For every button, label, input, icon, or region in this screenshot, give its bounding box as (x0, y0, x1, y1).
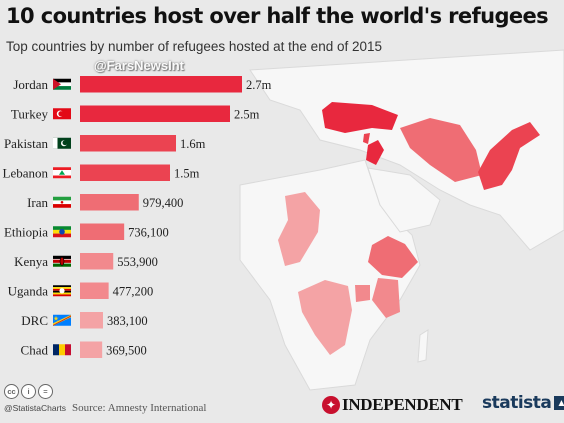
source-note: Source: Amnesty International (72, 402, 207, 414)
cc-icon[interactable]: cc (4, 384, 19, 399)
license-block: cc i = @StatistaCharts (4, 384, 74, 413)
drc-flag-icon (53, 314, 71, 326)
statista-mark-icon: ▲ (554, 396, 564, 410)
bar (80, 76, 242, 93)
eurasia-land (249, 49, 564, 251)
equals-icon[interactable]: = (38, 384, 53, 399)
ethiopia-flag-icon (53, 226, 71, 238)
pakistan-region (478, 122, 540, 190)
category-label: DRC (21, 313, 48, 328)
category-label: Pakistan (4, 136, 49, 151)
madagascar-land (417, 329, 429, 363)
bar (80, 312, 103, 329)
category-label: Uganda (8, 283, 49, 298)
value-label: 2.5m (234, 107, 260, 121)
iran-flag-icon (53, 196, 71, 208)
value-label: 477,200 (113, 284, 154, 298)
bar (80, 105, 230, 122)
bar (80, 194, 139, 211)
turkey-flag-icon (53, 108, 71, 120)
turkey-region (322, 102, 398, 133)
statista-handle[interactable]: @StatistaCharts (4, 403, 67, 413)
category-label: Ethiopia (4, 224, 48, 239)
bar (80, 341, 103, 358)
eagle-icon: ✦ (322, 396, 340, 414)
kenya-flag-icon (53, 255, 71, 267)
bar (80, 223, 125, 240)
category-label: Turkey (11, 106, 49, 121)
ethiopia-region (368, 236, 418, 278)
pakistan-flag-icon (53, 137, 71, 149)
bar (80, 282, 109, 299)
drc-region (298, 280, 352, 355)
category-label: Kenya (14, 254, 48, 269)
category-label: Jordan (13, 77, 48, 92)
value-label: 1.5m (174, 166, 200, 180)
statista-wordmark: statista (482, 393, 552, 413)
lebanon-region (363, 133, 370, 144)
arabia-land (367, 167, 441, 233)
lebanon-flag-icon (53, 167, 71, 179)
by-icon[interactable]: i (21, 384, 36, 399)
category-label: Chad (21, 342, 49, 357)
category-label: Lebanon (3, 165, 49, 180)
value-label: 2.7m (246, 78, 272, 92)
jordan-region (366, 140, 384, 165)
bar (80, 164, 170, 181)
category-label: Iran (27, 195, 48, 210)
bar (80, 135, 176, 152)
value-label: 1.6m (180, 137, 206, 151)
value-label: 979,400 (143, 196, 184, 210)
independent-wordmark: INDEPENDENT (342, 395, 463, 414)
iran-region (400, 118, 482, 182)
chart-title: 10 countries host over half the world's … (6, 4, 549, 28)
uganda-flag-icon (53, 285, 71, 297)
watermark: @FarsNewsInt (94, 58, 184, 73)
independent-logo[interactable]: ✦ INDEPENDENT (322, 395, 463, 415)
value-label: 369,500 (106, 343, 147, 357)
value-label: 736,100 (128, 225, 169, 239)
jordan-flag-icon (53, 78, 71, 90)
kenya-region (372, 278, 400, 318)
value-label: 383,100 (107, 314, 148, 328)
chad-region (278, 192, 320, 266)
chart-subtitle: Top countries by number of refugees host… (6, 39, 383, 54)
uganda-region (355, 285, 370, 302)
statista-logo[interactable]: statista ▲ (482, 393, 564, 413)
bar (80, 253, 114, 270)
value-label: 553,900 (117, 255, 158, 269)
chad-flag-icon (53, 344, 71, 356)
